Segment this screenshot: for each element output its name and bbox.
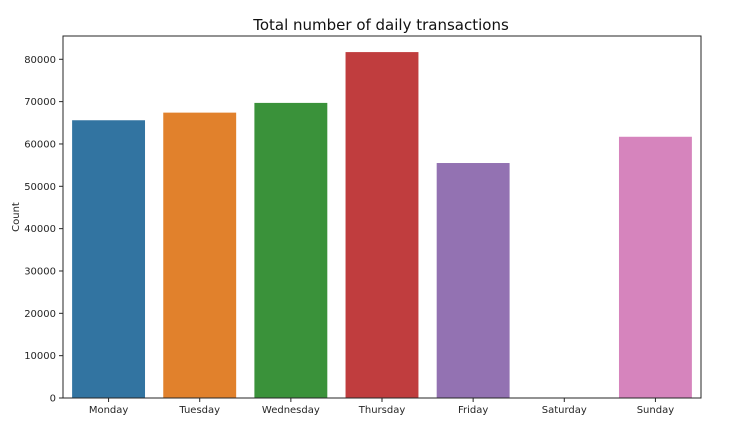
x-tick-label: Thursday xyxy=(358,405,406,416)
y-tick-label: 30000 xyxy=(24,266,56,277)
x-tick-label: Sunday xyxy=(637,405,674,416)
plot-frame xyxy=(62,35,702,399)
y-tick-label: 60000 xyxy=(24,139,56,150)
bar-tuesday xyxy=(163,112,237,398)
chart-title: Total number of daily transactions xyxy=(252,16,509,34)
bar-friday xyxy=(436,163,510,398)
y-axis-label: Count xyxy=(11,202,22,232)
y-tick-label: 0 xyxy=(50,394,56,405)
plot-area: Monday Tuesday Wednesday Thursday Friday Satu… xyxy=(24,35,702,416)
y-tick-label: 80000 xyxy=(24,55,56,66)
y-tick-label: 10000 xyxy=(24,351,56,362)
y-tick-label: 40000 xyxy=(24,224,56,235)
x-tick-label: Saturday xyxy=(542,405,587,416)
x-tick-label: Tuesday xyxy=(178,405,220,416)
x-tick-label: Wednesday xyxy=(262,405,320,416)
x-tick-label: Friday xyxy=(458,405,488,416)
y-tick-label: 20000 xyxy=(24,309,56,320)
x-tick-label: Monday xyxy=(89,405,129,416)
bar-sunday xyxy=(618,136,692,398)
bar-wednesday xyxy=(254,102,328,399)
bar-thursday xyxy=(345,52,419,399)
bar-monday xyxy=(72,120,146,398)
y-tick-label: 50000 xyxy=(24,182,56,193)
y-tick-label: 70000 xyxy=(24,97,56,108)
